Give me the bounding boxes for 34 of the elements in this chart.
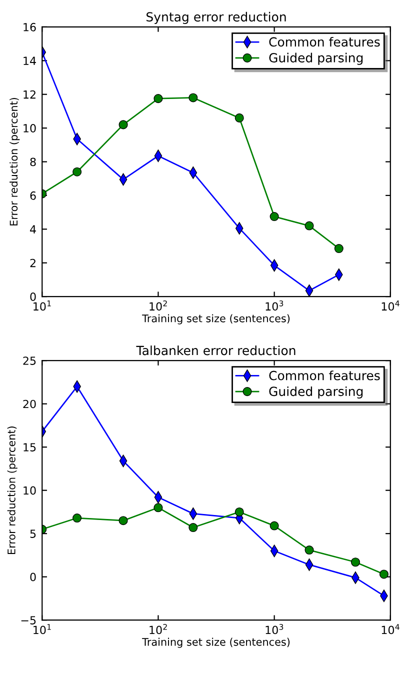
- x-tick-label: 10$^{2}$: [150, 300, 167, 311]
- y-tick-label: 5: [30, 530, 36, 538]
- x-axis-title: Training set size (sentences): [142, 638, 290, 648]
- y-axis-title: Error reduction (percent): [7, 426, 18, 554]
- y-tick-label: 6: [30, 191, 36, 200]
- x-tick-label: 10$^{3}$: [266, 300, 284, 311]
- y-axis-title: Error reduction (percent): [10, 98, 20, 226]
- y-tick-label: 15: [24, 443, 36, 452]
- x-tick-label: 10$^{4}$: [382, 300, 400, 311]
- y-tick-label: 12: [24, 90, 36, 99]
- y-tick-label: 8: [30, 158, 36, 166]
- y-tick-label: −5: [21, 616, 36, 624]
- y-tick-label: 4: [30, 225, 36, 234]
- legend-label: Guided parsing: [269, 52, 363, 65]
- legend-label: Common features: [269, 370, 380, 380]
- y-tick-label: 10: [24, 124, 36, 132]
- x-tick-label: 10$^{1}$: [34, 624, 51, 634]
- x-tick-label: 10$^{3}$: [266, 624, 284, 634]
- x-axis-title: Training set size (sentences): [142, 314, 290, 324]
- x-tick-label: 10$^{2}$: [150, 624, 167, 634]
- y-tick-label: 0: [30, 292, 36, 301]
- legend-label: Guided parsing: [269, 386, 363, 399]
- legend-label: Common features: [269, 36, 380, 47]
- y-tick-label: 20: [23, 400, 36, 408]
- y-tick-label: 10: [24, 486, 36, 495]
- y-tick-label: 14: [24, 56, 36, 65]
- y-tick-label: 25: [23, 356, 36, 365]
- chart-title: Syntag error reduction: [146, 12, 286, 24]
- x-tick-label: 10$^{4}$: [382, 624, 400, 634]
- y-tick-label: 2: [30, 258, 36, 268]
- x-tick-label: 10$^{1}$: [34, 300, 51, 311]
- chart-title: Talbanken error reduction: [136, 346, 296, 356]
- y-tick-label: 0: [30, 572, 36, 582]
- y-tick-label: 16: [24, 22, 36, 32]
